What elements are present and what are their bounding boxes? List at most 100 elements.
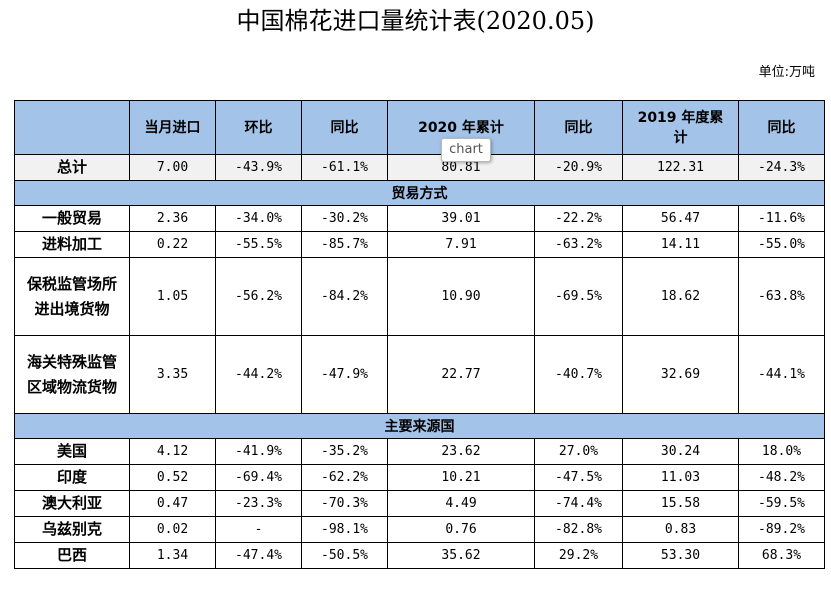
row-label: 保税监管场所进出境货物 — [14, 257, 130, 336]
cell: -82.8% — [534, 516, 623, 543]
cell: -70.3% — [301, 490, 388, 517]
cell: -20.9% — [534, 154, 623, 181]
cell: -30.2% — [301, 205, 388, 232]
cell: -62.2% — [301, 464, 388, 491]
section-title: 贸易方式 — [14, 180, 825, 206]
section-row-source: 主要来源国 — [14, 413, 825, 439]
cell: 68.3% — [738, 542, 825, 569]
cell: -24.3% — [738, 154, 825, 181]
cell: -35.2% — [301, 438, 388, 465]
chart-tooltip: chart — [441, 138, 491, 162]
cell: -55.5% — [215, 231, 302, 258]
cell: 122.31 — [622, 154, 739, 181]
header-mom: 环比 — [215, 100, 302, 155]
cell: 39.01 — [387, 205, 535, 232]
cell: 56.47 — [622, 205, 739, 232]
cell: 30.24 — [622, 438, 739, 465]
total-row: 总计 7.00 -43.9% -61.1% 80.81 -20.9% 122.3… — [14, 154, 825, 181]
cell: 2.36 — [129, 205, 216, 232]
table-row: 印度 0.52 -69.4% -62.2% 10.21 -47.5% 11.03… — [14, 464, 825, 491]
section-row-trade: 贸易方式 — [14, 180, 825, 206]
cell: - — [215, 516, 302, 543]
row-label: 进料加工 — [14, 231, 130, 258]
cell: -56.2% — [215, 257, 302, 336]
cell: -43.9% — [215, 154, 302, 181]
cell: -63.2% — [534, 231, 623, 258]
cell: -40.7% — [534, 335, 623, 414]
cell: -34.0% — [215, 205, 302, 232]
cell: 1.34 — [129, 542, 216, 569]
cell: 0.22 — [129, 231, 216, 258]
cell: 1.05 — [129, 257, 216, 336]
cell: 11.03 — [622, 464, 739, 491]
table-row: 海关特殊监管区域物流货物 3.35 -44.2% -47.9% 22.77 -4… — [14, 335, 825, 414]
cell: -59.5% — [738, 490, 825, 517]
cell: -55.0% — [738, 231, 825, 258]
cell: -61.1% — [301, 154, 388, 181]
cell: 27.0% — [534, 438, 623, 465]
header-monthly-import: 当月进口 — [129, 100, 216, 155]
cell: -47.5% — [534, 464, 623, 491]
cell: -41.9% — [215, 438, 302, 465]
cell: 7.00 — [129, 154, 216, 181]
row-label: 总计 — [14, 154, 130, 181]
cell: -84.2% — [301, 257, 388, 336]
cell: -69.4% — [215, 464, 302, 491]
table-row: 巴西 1.34 -47.4% -50.5% 35.62 29.2% 53.30 … — [14, 542, 825, 569]
row-label: 海关特殊监管区域物流货物 — [14, 335, 130, 414]
cotton-import-table: 当月进口 环比 同比 2020 年累计 同比 2019 年度累计 同比 总计 7… — [14, 100, 825, 569]
header-yoy: 同比 — [301, 100, 388, 155]
cell: -23.3% — [215, 490, 302, 517]
cell: 0.83 — [622, 516, 739, 543]
cell: 3.35 — [129, 335, 216, 414]
cell: -47.4% — [215, 542, 302, 569]
cell: 4.49 — [387, 490, 535, 517]
cell: -22.2% — [534, 205, 623, 232]
row-label: 巴西 — [14, 542, 130, 569]
table-row: 一般贸易 2.36 -34.0% -30.2% 39.01 -22.2% 56.… — [14, 205, 825, 232]
cell: -63.8% — [738, 257, 825, 336]
section-title: 主要来源国 — [14, 413, 825, 439]
cell: 7.91 — [387, 231, 535, 258]
table-row: 乌兹别克 0.02 - -98.1% 0.76 -82.8% 0.83 -89.… — [14, 516, 825, 543]
cell: 35.62 — [387, 542, 535, 569]
unit-label: 单位:万吨 — [758, 65, 815, 80]
cell: 29.2% — [534, 542, 623, 569]
cell: -98.1% — [301, 516, 388, 543]
cell: -50.5% — [301, 542, 388, 569]
cell: -47.9% — [301, 335, 388, 414]
header-2019-annual-cumulative: 2019 年度累计 — [622, 100, 739, 155]
cell: 22.77 — [387, 335, 535, 414]
cell: -11.6% — [738, 205, 825, 232]
cell: 23.62 — [387, 438, 535, 465]
cell: -44.1% — [738, 335, 825, 414]
row-label: 澳大利亚 — [14, 490, 130, 517]
cell: 0.02 — [129, 516, 216, 543]
row-label: 一般贸易 — [14, 205, 130, 232]
cell: 53.30 — [622, 542, 739, 569]
cell: 18.0% — [738, 438, 825, 465]
row-label: 乌兹别克 — [14, 516, 130, 543]
cell: 15.58 — [622, 490, 739, 517]
cell: 18.62 — [622, 257, 739, 336]
table-row: 澳大利亚 0.47 -23.3% -70.3% 4.49 -74.4% 15.5… — [14, 490, 825, 517]
cell: 0.52 — [129, 464, 216, 491]
cell: 0.47 — [129, 490, 216, 517]
cell: -85.7% — [301, 231, 388, 258]
cell: -89.2% — [738, 516, 825, 543]
table-row: 美国 4.12 -41.9% -35.2% 23.62 27.0% 30.24 … — [14, 438, 825, 465]
header-annual-yoy: 同比 — [738, 100, 825, 155]
cell: 10.21 — [387, 464, 535, 491]
table-row: 保税监管场所进出境货物 1.05 -56.2% -84.2% 10.90 -69… — [14, 257, 825, 336]
cell: 14.11 — [622, 231, 739, 258]
cell: 4.12 — [129, 438, 216, 465]
cell: -44.2% — [215, 335, 302, 414]
header-corner — [14, 100, 130, 155]
cell: 10.90 — [387, 257, 535, 336]
header-cumulative-yoy: 同比 — [534, 100, 623, 155]
page-title: 中国棉花进口量统计表(2020.05) — [236, 7, 595, 35]
cell: 0.76 — [387, 516, 535, 543]
header-row: 当月进口 环比 同比 2020 年累计 同比 2019 年度累计 同比 — [14, 100, 825, 155]
cell: 32.69 — [622, 335, 739, 414]
cell: -48.2% — [738, 464, 825, 491]
